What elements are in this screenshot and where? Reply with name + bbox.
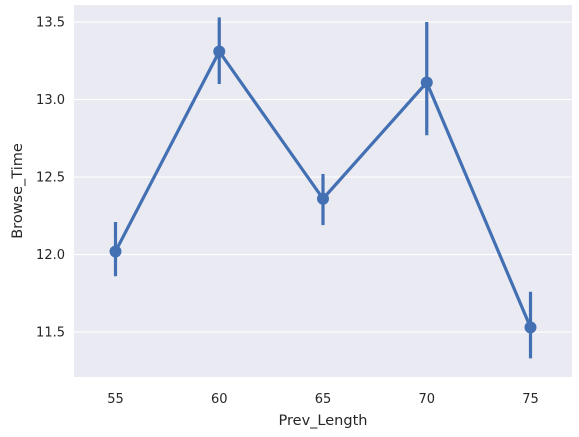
- data-point: [420, 76, 433, 89]
- x-tick-label: 70: [418, 392, 435, 407]
- data-point: [317, 192, 329, 205]
- x-tick-label: 60: [211, 392, 228, 407]
- x-axis-label: Prev_Length: [279, 413, 368, 429]
- y-tick-labels: 11.5 12.0 12.5 13.0 13.5: [36, 16, 65, 341]
- x-tick-label: 65: [315, 392, 332, 407]
- x-tick-labels: 55 60 65 70 75: [107, 392, 539, 407]
- data-point: [109, 245, 122, 258]
- y-tick-label: 12.0: [36, 248, 65, 263]
- data-points: [109, 45, 537, 334]
- y-tick-label: 13.5: [36, 16, 65, 31]
- y-axis-label: Browse_Time: [10, 143, 26, 239]
- x-tick-label: 75: [522, 392, 539, 407]
- x-tick-label: 55: [107, 392, 124, 407]
- y-tick-label: 11.5: [36, 326, 65, 341]
- data-point: [213, 45, 226, 58]
- y-tick-label: 13.0: [36, 93, 65, 108]
- y-tick-label: 12.5: [36, 171, 65, 186]
- data-point: [524, 321, 537, 334]
